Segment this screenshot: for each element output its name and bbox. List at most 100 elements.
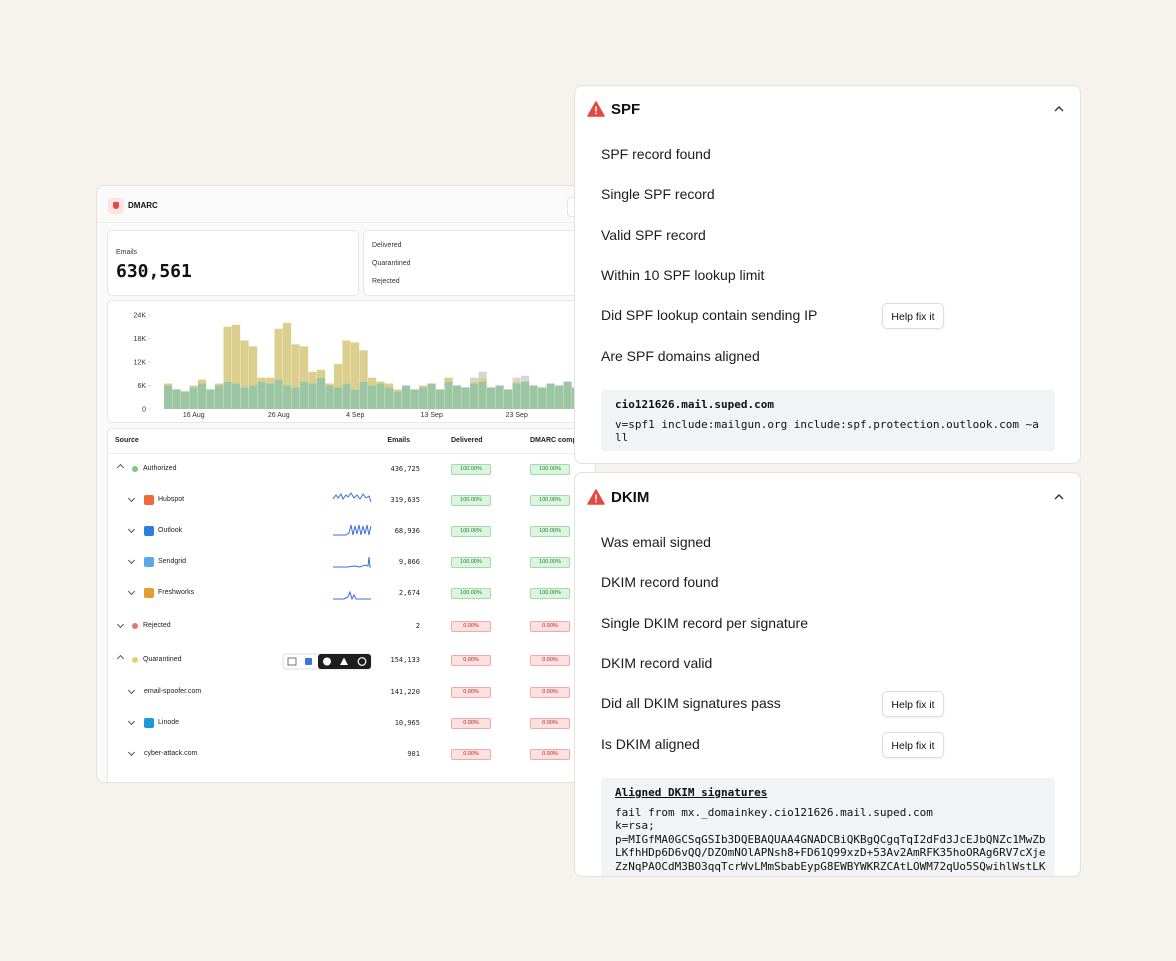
email-count: 154,133 [390, 656, 420, 664]
compliance-pill: 100.00% [530, 495, 570, 506]
toolbar-icon[interactable] [323, 657, 331, 666]
source-name: Rejected [143, 622, 171, 629]
help-fix-button[interactable]: Help fix it [882, 731, 944, 758]
compliance-pill: 0.00% [530, 687, 570, 698]
bar-segment [555, 385, 564, 409]
dmarc-icon [108, 198, 124, 214]
spf-card: SPF SPF record found Single SPF record Val… [574, 85, 1081, 464]
check-label: Did SPF lookup contain sending IP [601, 307, 818, 324]
bar-segment [385, 383, 394, 388]
sources-table: Source Emails Delivered DMARC compliance Aut… [107, 428, 596, 782]
source-icon [144, 526, 154, 536]
source-name: cyber-attack.com [144, 750, 198, 757]
check-label: SPF record found [601, 146, 711, 162]
compliance-pill: 100.00% [530, 588, 570, 599]
x-tick-label: 16 Aug [183, 412, 205, 419]
bar-segment [334, 387, 343, 409]
bar-segment [436, 389, 445, 409]
y-tick-label: 12K [134, 360, 147, 367]
status-label: Delivered [372, 242, 402, 249]
email-count: 9,866 [398, 558, 420, 566]
spf-record: cio121626.mail.suped.com v=spf1 include:m… [601, 390, 1055, 451]
toolbar-icon[interactable] [357, 657, 367, 666]
toolbar-icon[interactable] [287, 657, 297, 666]
bar-segment [495, 385, 504, 409]
status-dot [132, 623, 138, 629]
help-fix-button[interactable]: Help fix it [882, 303, 944, 330]
bar-segment [274, 379, 283, 409]
bar-segment [368, 377, 377, 386]
bar-segment [368, 385, 377, 409]
sparkline [333, 590, 371, 601]
bar-segment [291, 344, 300, 388]
x-tick-label: 4 Sep [346, 412, 364, 419]
bar-segment [266, 383, 275, 409]
source-icon [144, 495, 154, 505]
bar-segment [359, 381, 368, 409]
source-name: Quarantined [143, 656, 182, 663]
bar-segment [478, 381, 487, 409]
bar-segment [283, 322, 292, 386]
source-name: Authorized [143, 465, 177, 472]
bar-segment [521, 375, 530, 382]
check-label: Valid SPF record [601, 226, 706, 243]
bar-segment [512, 383, 521, 409]
bar-segment [325, 385, 334, 409]
code-line: fail from mx._domainkey.cio121626.mail.s… [615, 805, 933, 819]
bar-segment [181, 391, 190, 409]
compliance-pill: 0.00% [530, 749, 570, 760]
bar-segment [487, 387, 496, 409]
compliance-pill: 100.00% [530, 557, 570, 568]
bar-segment [402, 385, 411, 409]
bar-segment [240, 387, 249, 409]
bar-segment [317, 377, 326, 409]
y-tick-label: 6K [137, 383, 146, 390]
collapse-chevron[interactable] [1053, 492, 1065, 502]
bar-segment [385, 387, 394, 409]
bar-segment [257, 377, 266, 382]
bar-segment [206, 389, 215, 409]
bar-segment [164, 385, 173, 409]
emails-card: Emails 630,561 [107, 230, 359, 296]
email-count: 319,635 [390, 496, 420, 504]
dmarc-title: DMARC [128, 201, 158, 210]
bar-segment [478, 371, 487, 378]
source-name: Linode [158, 719, 180, 726]
bar-segment [521, 381, 530, 409]
x-tick-label: 23 Sep [506, 412, 528, 419]
bar-segment [300, 346, 309, 382]
y-tick-label: 24K [134, 313, 147, 320]
bar-segment [393, 389, 402, 392]
compliance-pill: 100.00% [530, 464, 570, 475]
check-label: Did all DKIM signatures pass [601, 695, 781, 712]
record-value: v=spf1 include:mailgun.org include:spf.p… [615, 417, 1039, 445]
bar-segment [470, 383, 479, 409]
delivered-pill: 0.00% [451, 749, 491, 760]
source-icon [144, 557, 154, 567]
source-name: email-spoofer.com [144, 688, 202, 695]
code-line: p=MIGfMA0GCSqGSIb3DQEBAQUAA4GNADCBiQKBgQ… [615, 832, 1046, 846]
bar-segment [334, 363, 343, 388]
bar-segment [223, 381, 232, 409]
help-fix-button[interactable]: Help fix it [882, 691, 944, 718]
bar-segment [172, 389, 181, 409]
bar-segment [351, 389, 360, 409]
bar-segment [300, 381, 309, 409]
delivered-pill: 100.00% [451, 557, 491, 568]
warning-icon [587, 101, 605, 117]
column-header: Delivered [451, 437, 483, 444]
bar-segment [419, 385, 428, 388]
bar-segment [342, 383, 351, 409]
bar-segment [266, 377, 275, 384]
column-header: DMARC compliance [530, 437, 596, 444]
collapse-chevron[interactable] [1053, 104, 1065, 114]
toolbar-icon[interactable] [340, 657, 348, 666]
bar-segment [223, 326, 232, 382]
bar-segment [546, 383, 555, 409]
compliance-pill: 0.00% [530, 621, 570, 632]
toolbar-icon[interactable] [305, 658, 312, 665]
y-tick-label: 18K [134, 336, 147, 343]
dkim-card: DKIM Was email signed DKIM record found Si… [574, 472, 1081, 877]
bar-segment [342, 340, 351, 384]
